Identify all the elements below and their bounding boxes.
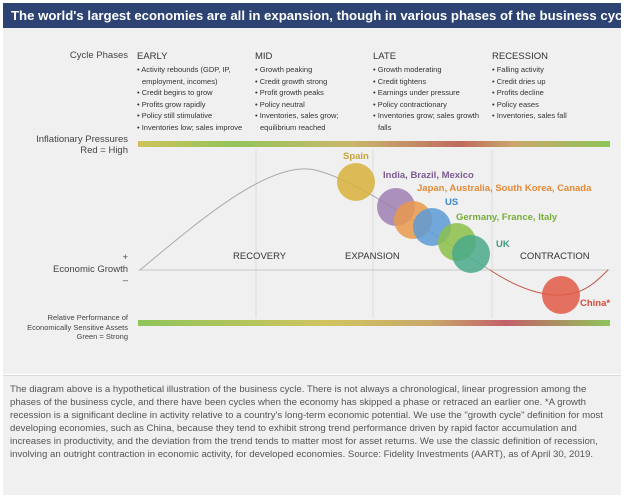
phase-bullet: Profit growth peaks — [255, 87, 373, 99]
cycle-phases-label: Cycle Phases — [69, 50, 128, 61]
inflation-label-line2: Red = High — [80, 145, 128, 156]
phase-bullet: Earnings under pressure — [373, 87, 491, 99]
inflation-label-line1: Inflationary Pressures — [36, 134, 128, 145]
phase-bullet: Inventories grow; sales growth falls — [373, 110, 491, 133]
phase-title: RECESSION — [492, 51, 548, 62]
relative-label-line3: Green = Strong — [76, 332, 129, 341]
region-contraction: CONTRACTION — [520, 251, 590, 262]
phase-column-mid: MID Growth peakingCredit growth strongPro… — [255, 51, 373, 133]
inflation-label: Inflationary Pressures Red = High — [0, 134, 128, 156]
region-recovery: RECOVERY — [233, 251, 287, 262]
phase-bullets: Growth peakingCredit growth strongProfit… — [255, 64, 373, 133]
phase-bullet: Growth moderating — [373, 64, 491, 76]
phase-column-late: LATE Growth moderatingCredit tightensEarn… — [373, 51, 491, 133]
phase-bullet: Credit tightens — [373, 76, 491, 88]
relative-performance-gradient-bar — [138, 320, 610, 326]
phase-title: LATE — [373, 51, 397, 62]
inflation-gradient-bar — [138, 141, 610, 147]
country-label: Japan, Australia, South Korea, Canada — [417, 183, 592, 194]
phase-bullet: Policy neutral — [255, 99, 373, 111]
phase-column-early: EARLY Activity rebounds (GDP, IP, employm… — [137, 51, 255, 133]
country-label: UK — [496, 239, 510, 250]
country-label: India, Brazil, Mexico — [383, 170, 474, 181]
region-expansion: EXPANSION — [345, 251, 400, 262]
phase-bullet: Credit growth strong — [255, 76, 373, 88]
phase-bullets: Activity rebounds (GDP, IP, employment, … — [137, 64, 255, 133]
economic-growth-text: Economic Growth — [53, 263, 128, 275]
minus-sign: – — [122, 275, 128, 286]
phase-bullet: Falling activity — [492, 64, 610, 76]
phase-title: EARLY — [137, 51, 168, 62]
plus-sign: + — [122, 252, 128, 263]
phase-bullet: Profits grow rapidly — [137, 99, 255, 111]
country-bubble — [452, 235, 490, 273]
phase-bullet: Policy still stimulative — [137, 110, 255, 122]
phase-bullet: Growth peaking — [255, 64, 373, 76]
country-bubble — [542, 276, 580, 314]
phase-column-recession: RECESSION Falling activityCredit dries up… — [492, 51, 610, 122]
phase-title: MID — [255, 51, 273, 62]
country-label: US — [445, 197, 459, 208]
phase-bullet: Credit begins to grow — [137, 87, 255, 99]
footnote: The diagram above is a hypothetical illu… — [3, 375, 621, 495]
phase-bullet: Policy eases — [492, 99, 610, 111]
phase-bullet: Policy contractionary — [373, 99, 491, 111]
economic-growth-label: + Economic Growth – — [0, 252, 128, 287]
phase-bullets: Falling activityCredit dries upProfits d… — [492, 64, 610, 122]
relative-label-line1: Relative Performance of — [47, 313, 128, 322]
phase-bullet: Profits decline — [492, 87, 610, 99]
phase-bullet: Inventories, sales fall — [492, 110, 610, 122]
phase-bullets: Growth moderatingCredit tightensEarnings… — [373, 64, 491, 133]
country-label: Germany, France, Italy — [456, 212, 558, 223]
phase-bullet: Inventories, sales grow; equilibrium rea… — [255, 110, 373, 133]
country-bubble — [337, 163, 375, 201]
page-title: The world's largest economies are all in… — [3, 3, 624, 28]
relative-performance-label: Relative Performance of Economically Sen… — [0, 313, 128, 342]
phase-bullet: Credit dries up — [492, 76, 610, 88]
phase-bullet: Inventories low; sales improve — [137, 122, 255, 134]
phase-bullet: Activity rebounds (GDP, IP, employment, … — [137, 64, 255, 87]
country-label: Spain — [343, 151, 369, 162]
country-label: China* — [580, 298, 611, 309]
relative-label-line2: Economically Sensitive Assets — [27, 322, 128, 332]
